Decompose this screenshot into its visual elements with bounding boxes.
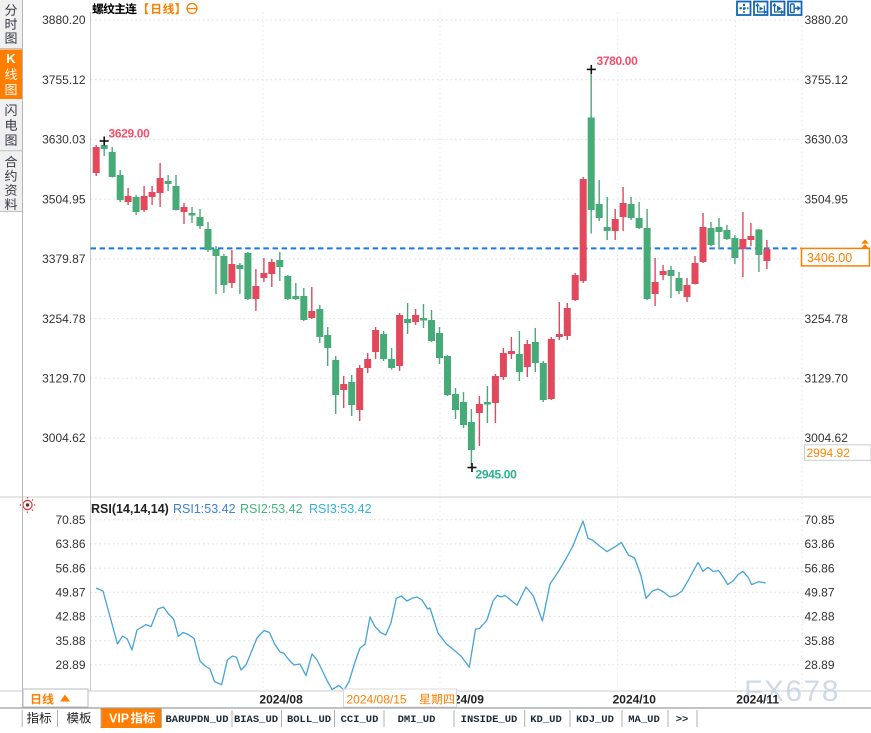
svg-text:2024/08/15: 2024/08/15	[347, 693, 407, 707]
svg-text:3780.00: 3780.00	[597, 54, 639, 68]
svg-text:BOLL_UD: BOLL_UD	[287, 714, 331, 726]
svg-text:KD_UD: KD_UD	[530, 714, 562, 726]
svg-text:3630.03: 3630.03	[805, 133, 849, 147]
svg-text:KDJ_UD: KDJ_UD	[576, 714, 614, 726]
svg-text:3406.00: 3406.00	[807, 251, 852, 265]
svg-text:BIAS_UD: BIAS_UD	[234, 714, 278, 726]
svg-text:3379.87: 3379.87	[42, 252, 86, 266]
svg-text:VIP: VIP	[109, 712, 129, 726]
svg-text:3630.03: 3630.03	[42, 133, 86, 147]
svg-text:42.88: 42.88	[805, 610, 835, 624]
svg-text:49.87: 49.87	[55, 586, 85, 600]
svg-text:2994.92: 2994.92	[807, 446, 851, 460]
svg-text:3004.62: 3004.62	[805, 431, 849, 445]
svg-text:MA_UD: MA_UD	[628, 714, 660, 726]
svg-text:28.89: 28.89	[55, 658, 85, 672]
svg-text:35.88: 35.88	[805, 634, 835, 648]
svg-text:BARUPDN_UD: BARUPDN_UD	[165, 714, 228, 726]
svg-text:49.87: 49.87	[805, 586, 835, 600]
svg-text:63.86: 63.86	[55, 537, 85, 551]
svg-text:56.86: 56.86	[55, 561, 85, 575]
svg-text:3755.12: 3755.12	[42, 73, 86, 87]
svg-text:3129.70: 3129.70	[42, 372, 86, 386]
svg-text:2024/08: 2024/08	[259, 693, 303, 707]
svg-text:28.89: 28.89	[805, 658, 835, 672]
svg-text:3629.00: 3629.00	[109, 127, 151, 141]
svg-text:3254.78: 3254.78	[805, 312, 849, 326]
svg-text:3755.12: 3755.12	[805, 73, 849, 87]
svg-text:3129.70: 3129.70	[805, 372, 849, 386]
svg-text:INSIDE_UD: INSIDE_UD	[461, 714, 518, 726]
svg-text:3504.95: 3504.95	[42, 192, 86, 206]
svg-text:63.86: 63.86	[805, 537, 835, 551]
svg-text:3504.95: 3504.95	[805, 192, 849, 206]
svg-text:35.88: 35.88	[55, 634, 85, 648]
svg-text:K: K	[6, 51, 16, 66]
svg-text:RSI(14,14,14): RSI(14,14,14)	[91, 502, 169, 516]
svg-text:3254.78: 3254.78	[42, 312, 86, 326]
svg-text:2945.00: 2945.00	[476, 468, 518, 482]
svg-text:42.88: 42.88	[55, 610, 85, 624]
svg-text:2024/10: 2024/10	[613, 693, 657, 707]
svg-text:>>: >>	[676, 714, 689, 726]
svg-text:56.86: 56.86	[805, 561, 835, 575]
svg-text:3880.20: 3880.20	[805, 13, 849, 27]
svg-text:DMI_UD: DMI_UD	[398, 714, 436, 726]
svg-text:RSI1:53.42: RSI1:53.42	[173, 502, 236, 516]
svg-text:70.85: 70.85	[55, 513, 85, 527]
svg-text:3880.20: 3880.20	[42, 13, 86, 27]
svg-text:70.85: 70.85	[805, 513, 835, 527]
svg-text:RSI3:53.42: RSI3:53.42	[309, 502, 372, 516]
svg-text:3004.62: 3004.62	[42, 431, 86, 445]
svg-text:RSI2:53.42: RSI2:53.42	[240, 502, 303, 516]
svg-text:CCI_UD: CCI_UD	[341, 714, 379, 726]
svg-text:2024/11: 2024/11	[736, 693, 779, 707]
